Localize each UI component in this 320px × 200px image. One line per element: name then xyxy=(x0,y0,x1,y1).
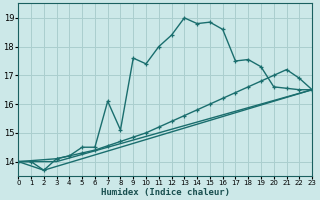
X-axis label: Humidex (Indice chaleur): Humidex (Indice chaleur) xyxy=(101,188,230,197)
